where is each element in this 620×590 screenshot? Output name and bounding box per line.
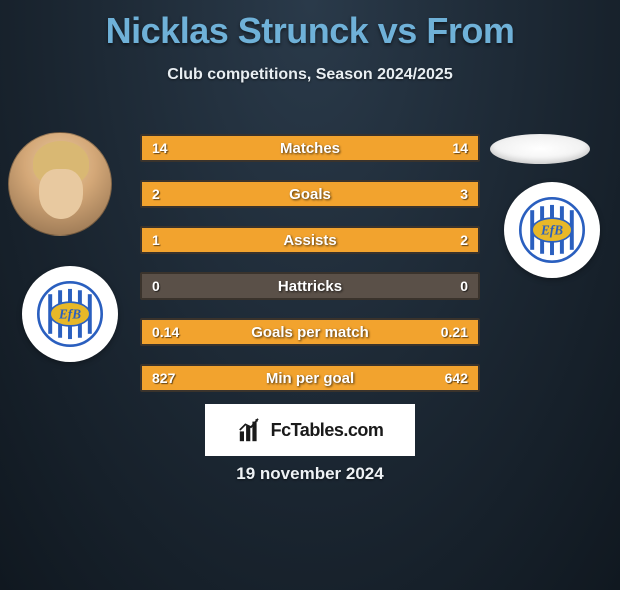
bar-chart-icon [237, 416, 265, 444]
page-title: Nicklas Strunck vs From [0, 10, 620, 52]
svg-text:EfB: EfB [58, 307, 81, 322]
stat-bar: 827642Min per goal [140, 364, 480, 392]
efb-crest-icon: EfB [37, 281, 103, 347]
date-text: 19 november 2024 [0, 464, 620, 484]
stat-bar: 12Assists [140, 226, 480, 254]
subtitle: Club competitions, Season 2024/2025 [0, 66, 620, 84]
stat-bar: 0.140.21Goals per match [140, 318, 480, 346]
stat-bar: 00Hattricks [140, 272, 480, 300]
stats-container: 1414Matches 23Goals 12Assists 00Hattricks 0.… [140, 134, 480, 410]
stat-label: Goals [142, 186, 478, 203]
stat-bar: 23Goals [140, 180, 480, 208]
stat-label: Matches [142, 140, 478, 157]
player-right-avatar [490, 134, 590, 164]
player-left-avatar [8, 132, 112, 236]
fctables-logo: FcTables.com [205, 404, 415, 456]
stat-label: Goals per match [142, 324, 478, 341]
club-badge-right: EfB [504, 182, 600, 278]
stat-label: Min per goal [142, 370, 478, 387]
stat-bar: 1414Matches [140, 134, 480, 162]
efb-crest-icon: EfB [519, 197, 585, 263]
club-badge-left: EfB [22, 266, 118, 362]
stat-label: Hattricks [142, 278, 478, 295]
logo-text: FcTables.com [271, 420, 384, 441]
svg-text:EfB: EfB [540, 223, 563, 238]
stat-label: Assists [142, 232, 478, 249]
